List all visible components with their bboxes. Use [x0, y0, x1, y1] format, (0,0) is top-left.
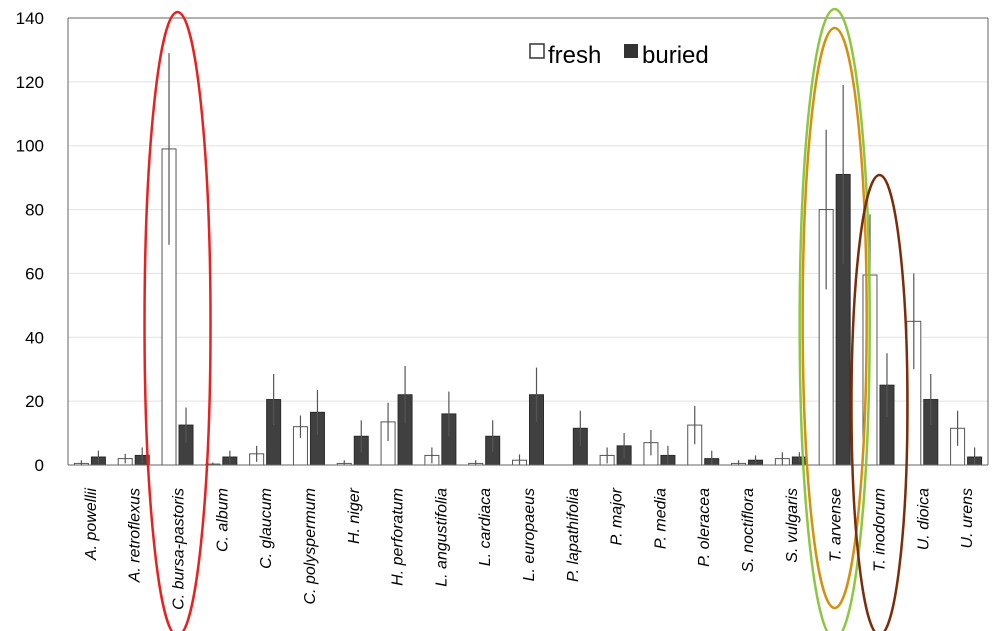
- x-category-label: A. retroflexus: [127, 488, 144, 583]
- legend: fresh buried: [530, 42, 709, 69]
- x-category-label: P. major: [609, 487, 626, 545]
- x-category-label: C. polyspermum: [302, 488, 319, 604]
- x-axis-category-labels: A. powellii A. retroflexus C. bursa-pastor…: [83, 487, 976, 609]
- y-axis-ticks: 0 20 40 60 80 100 120 140: [16, 9, 44, 475]
- x-category-label: T. arvense: [828, 488, 845, 562]
- x-category-label: C. bursa-pastoris: [171, 488, 188, 610]
- x-category-label: L. cardiaca: [477, 488, 494, 566]
- y-tick-label: 100: [16, 137, 44, 156]
- legend-label-fresh: fresh: [548, 42, 601, 69]
- x-category-label: L. europaeus: [521, 488, 538, 581]
- x-category-label: U. dioica: [915, 488, 932, 550]
- legend-swatch-buried: [624, 44, 638, 58]
- x-category-label: P. media: [652, 488, 669, 549]
- x-category-label: C. album: [214, 488, 231, 552]
- y-tick-label: 140: [16, 9, 44, 28]
- x-category-label: T. inodorum: [871, 488, 888, 572]
- y-tick-label: 60: [25, 264, 44, 283]
- x-category-label: U. urens: [959, 488, 976, 548]
- x-category-label: P. oleracea: [696, 488, 713, 567]
- x-category-label: H. perforatum: [390, 488, 407, 586]
- x-category-label: H. niger: [346, 487, 363, 544]
- y-tick-label: 40: [25, 328, 44, 347]
- x-category-label: S. noctiflora: [740, 488, 757, 573]
- y-tick-label: 0: [35, 456, 44, 475]
- x-category-label: A. powellii: [83, 488, 100, 561]
- y-tick-label: 20: [25, 392, 44, 411]
- legend-swatch-fresh: [530, 44, 544, 58]
- x-category-label: C. glaucum: [258, 488, 275, 569]
- y-tick-label: 120: [16, 73, 44, 92]
- legend-label-buried: buried: [642, 42, 709, 69]
- x-category-label: L. angustifolia: [433, 488, 450, 587]
- y-tick-label: 80: [25, 201, 44, 220]
- x-category-label: S. vulgaris: [784, 488, 801, 563]
- x-category-label: P. lapathifolia: [565, 488, 582, 582]
